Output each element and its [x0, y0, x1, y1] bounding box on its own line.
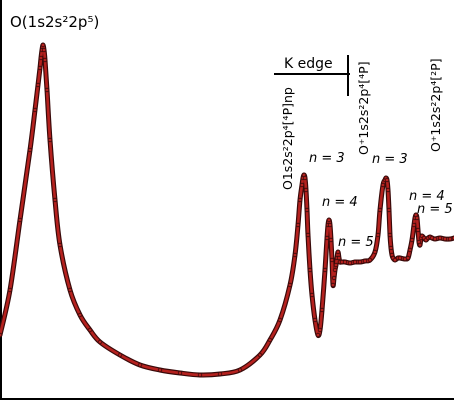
n3-label-a: n = 3: [309, 151, 345, 166]
data-point-40: [305, 232, 311, 238]
main-peak-label: O(1s2s²2p⁵): [10, 13, 99, 31]
data-point-17: [77, 312, 83, 318]
data-point-12: [44, 87, 50, 93]
data-point-67: [362, 258, 368, 264]
data-point-26: [237, 367, 243, 373]
series-line: [0, 43, 454, 377]
data-point-10: [41, 47, 47, 53]
data-point-41: [307, 267, 313, 273]
data-point-21: [137, 362, 143, 368]
data-point-2: [17, 217, 23, 223]
data-point-89: [411, 222, 417, 228]
data-point-54: [330, 282, 336, 288]
data-point-27: [257, 352, 263, 358]
data-point-56: [332, 267, 338, 273]
data-point-95: [417, 242, 423, 248]
data-point-18: [87, 327, 93, 333]
data-point-72: [380, 182, 386, 188]
data-point-106: [447, 236, 453, 242]
data-point-30: [287, 282, 293, 288]
data-point-39: [304, 207, 310, 213]
data-point-69: [372, 249, 378, 255]
data-point-63: [342, 259, 348, 265]
data-point-105: [442, 236, 448, 242]
data-point-34: [299, 182, 305, 188]
data-point-13: [47, 137, 53, 143]
np-series-label: O1s2s²2p⁴[⁴P]np: [280, 87, 295, 190]
k-edge-label: K edge: [284, 56, 333, 72]
data-point-16: [67, 287, 73, 293]
data-point-4: [32, 107, 38, 113]
data-point-57: [333, 262, 339, 268]
data-point-68: [367, 257, 373, 263]
data-point-88: [409, 237, 415, 243]
n4-label-a: n = 4: [322, 195, 358, 210]
series-line-outline: [0, 42, 454, 378]
data-point-76: [385, 187, 391, 193]
data-point-86: [405, 255, 411, 261]
data-point-93: [415, 227, 421, 233]
data-point-42: [309, 292, 315, 298]
data-point-64: [347, 260, 353, 266]
data-point-71: [377, 207, 383, 213]
n4-label-b: n = 4: [409, 189, 445, 204]
data-point-20: [117, 352, 123, 358]
data-point-23: [177, 370, 183, 376]
data-point-77: [386, 207, 392, 213]
data-point-11: [42, 57, 48, 63]
data-point-3: [27, 147, 33, 153]
data-point-103: [432, 236, 438, 242]
data-point-70: [375, 232, 381, 238]
data-point-84: [397, 255, 403, 261]
data-point-82: [392, 257, 398, 263]
data-point-32: [295, 222, 301, 228]
data-point-55: [331, 275, 337, 281]
data-point-51: [327, 222, 333, 228]
data-point-14: [52, 197, 58, 203]
data-point-44: [315, 332, 321, 338]
data-point-78: [387, 232, 393, 238]
data-point-60: [336, 255, 342, 261]
data-point-104: [437, 235, 443, 241]
data-point-29: [277, 317, 283, 323]
data-point-46: [319, 307, 325, 313]
data-point-43: [312, 317, 318, 323]
data-point-75: [384, 177, 390, 183]
data-point-19: [97, 339, 103, 345]
n5-label-a: n = 5: [338, 235, 374, 250]
data-point-37: [302, 175, 308, 181]
data-point-28: [267, 337, 273, 343]
data-point-79: [388, 245, 394, 251]
n3-label-b: n = 3: [372, 152, 408, 167]
ion-4p-label: O⁺1s2s²2p⁴[⁴P]: [356, 61, 371, 155]
data-point-31: [292, 252, 298, 258]
data-point-53: [329, 257, 335, 263]
data-point-9: [40, 42, 46, 48]
n5-label-b: n = 5: [417, 202, 453, 217]
data-point-25: [217, 371, 223, 377]
data-point-7: [38, 55, 44, 61]
data-point-52: [328, 237, 334, 243]
data-point-59: [335, 249, 341, 255]
data-point-45: [317, 327, 323, 333]
data-point-47: [322, 267, 328, 273]
data-point-87: [407, 247, 413, 253]
data-point-22: [157, 367, 163, 373]
spectrum-series: [0, 42, 454, 378]
data-point-5: [35, 82, 41, 88]
ion-2p-label: O⁺1s2s²2p⁴[²P]: [428, 58, 443, 152]
data-point-50: [326, 217, 332, 223]
data-point-92: [414, 215, 420, 221]
data-point-48: [324, 235, 330, 241]
data-point-38: [303, 187, 309, 193]
data-point-1: [7, 287, 13, 293]
data-point-65: [352, 259, 358, 265]
data-point-33: [297, 197, 303, 203]
data-point-66: [357, 259, 363, 265]
data-point-6: [37, 65, 43, 71]
data-point-24: [197, 372, 203, 378]
data-point-15: [57, 242, 63, 248]
data-point-0: [0, 332, 3, 338]
